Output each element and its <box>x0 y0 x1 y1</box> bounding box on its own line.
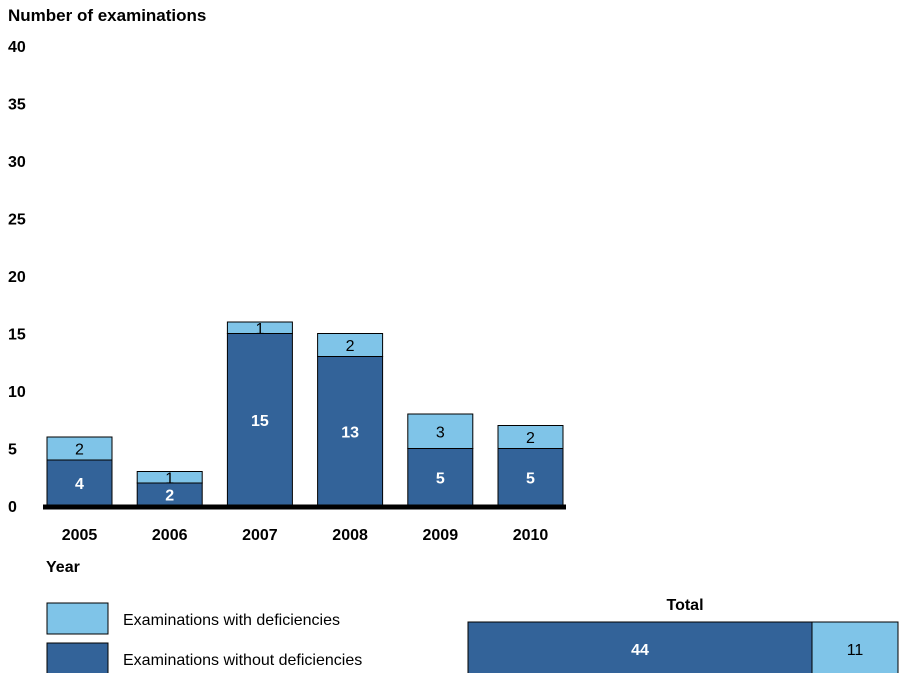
legend: Examinations with deficiencies Examinati… <box>46 602 362 673</box>
total-label-with-deficiencies: 11 <box>847 642 864 659</box>
data-label-with-deficiencies: 2 <box>346 338 355 355</box>
y-tick-label: 30 <box>8 154 26 171</box>
y-tick-labels: 0 5 10 15 20 25 30 35 40 <box>8 39 26 516</box>
x-tick-label: 2010 <box>513 527 549 544</box>
x-tick-label: 2009 <box>423 527 459 544</box>
bar-with-deficiencies <box>317 333 384 357</box>
y-tick-label: 15 <box>8 327 26 344</box>
bar-with-deficiencies <box>226 321 293 334</box>
total-title: Total <box>666 597 703 614</box>
y-tick-label: 25 <box>8 212 26 229</box>
bar-without-deficiencies <box>226 333 293 507</box>
total-bar: 44 11 <box>467 621 899 673</box>
data-label-without-deficiencies: 5 <box>436 470 445 487</box>
data-label-with-deficiencies: 1 <box>165 470 174 487</box>
y-tick-label: 35 <box>8 97 26 114</box>
data-label-with-deficiencies: 2 <box>526 430 535 447</box>
bar-with-deficiencies <box>46 436 113 461</box>
legend-swatch-without-deficiencies <box>46 642 109 673</box>
data-label-with-deficiencies: 3 <box>436 424 445 441</box>
x-tick-label: 2008 <box>332 527 368 544</box>
legend-label-with-deficiencies: Examinations with deficiencies <box>123 612 340 629</box>
legend-swatch-with-deficiencies <box>46 602 109 635</box>
x-tick-label: 2005 <box>62 527 98 544</box>
x-tick-label: 2006 <box>152 527 188 544</box>
data-label-without-deficiencies: 5 <box>526 470 535 487</box>
x-tick-labels: 2005 2006 2007 2008 2009 2010 <box>62 527 549 544</box>
y-axis-title: Number of examinations <box>8 6 206 25</box>
data-label-without-deficiencies: 4 <box>75 476 84 493</box>
y-tick-label: 5 <box>8 442 17 459</box>
bar-without-deficiencies <box>407 448 474 507</box>
x-tick-label: 2007 <box>242 527 278 544</box>
y-tick-label: 20 <box>8 269 26 286</box>
y-tick-label: 0 <box>8 499 17 516</box>
data-label-without-deficiencies: 13 <box>341 424 359 441</box>
bar-with-deficiencies <box>407 413 474 449</box>
data-label-with-deficiencies: 2 <box>75 442 84 459</box>
legend-label-without-deficiencies: Examinations without deficiencies <box>123 652 362 669</box>
bar-without-deficiencies <box>46 459 113 507</box>
data-label-without-deficiencies: 2 <box>165 488 174 505</box>
data-label-with-deficiencies: 1 <box>255 321 264 338</box>
y-tick-label: 10 <box>8 384 26 401</box>
bar-with-deficiencies <box>497 425 564 449</box>
total-bar-with-deficiencies <box>811 621 899 673</box>
data-label-without-deficiencies: 15 <box>251 413 269 430</box>
total-label-without-deficiencies: 44 <box>631 642 649 659</box>
bar-with-deficiencies <box>136 471 203 484</box>
y-tick-label: 40 <box>8 39 26 56</box>
x-axis-title: Year <box>46 559 80 576</box>
